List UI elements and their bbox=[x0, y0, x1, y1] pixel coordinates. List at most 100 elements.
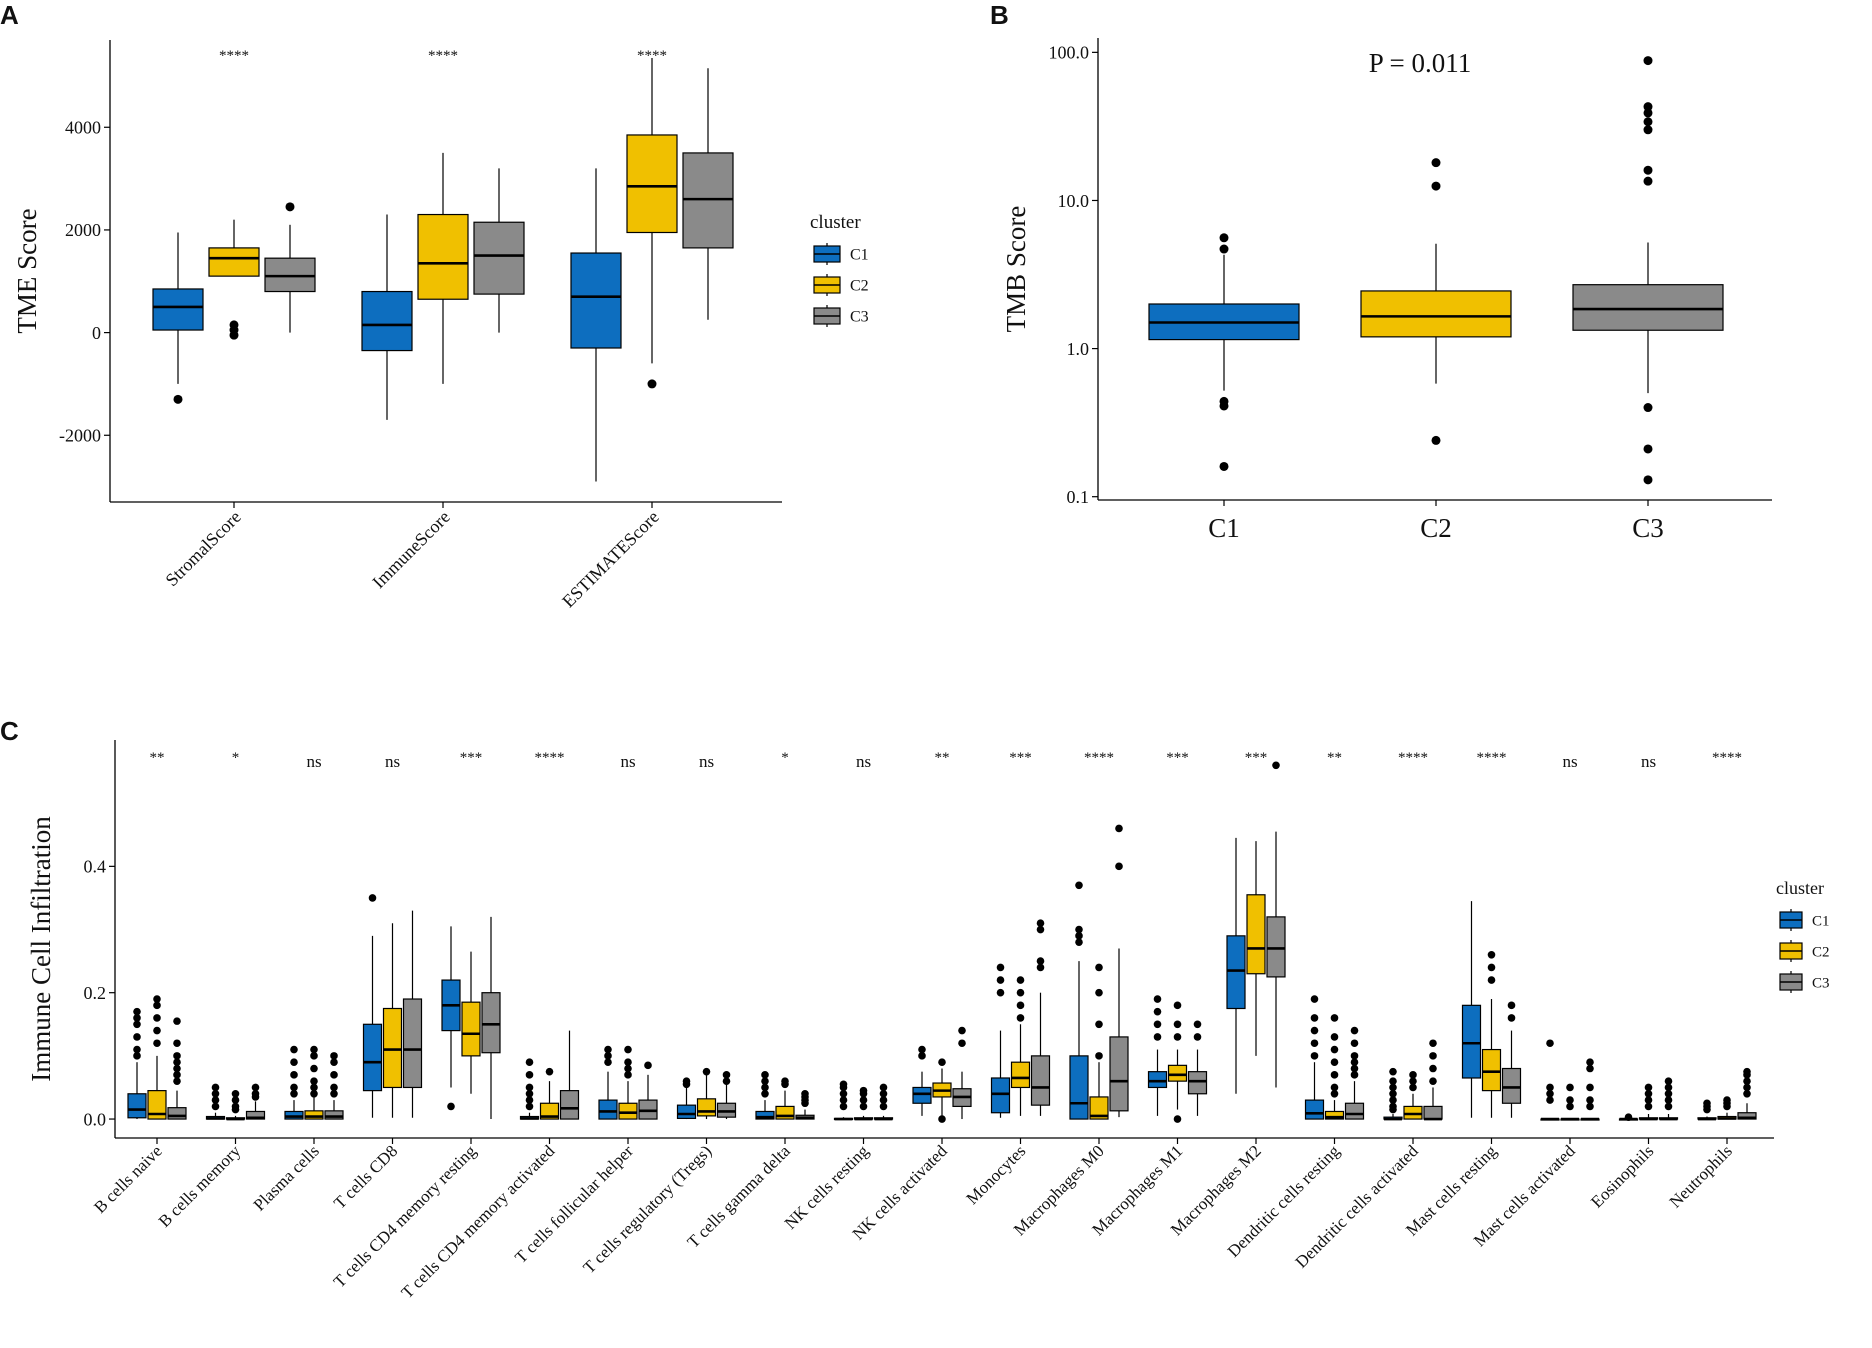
panel-c-cat18-C3-outlier-4 bbox=[1586, 1102, 1594, 1111]
panel-c-cat4-C2-box bbox=[461, 1001, 481, 1057]
panel-c-cat2-C2-outlier-4 bbox=[310, 1083, 318, 1092]
panel-a-y-tick-label-1: 0 bbox=[92, 323, 101, 343]
panel-c-cat16-C3-outlier-0 bbox=[1429, 1039, 1437, 1048]
panel-a-significance-1: **** bbox=[428, 48, 458, 64]
panel-c-cat1-C3-outlier-0 bbox=[251, 1083, 260, 1092]
panel-b-C2-box bbox=[1360, 290, 1512, 338]
panel-c-letter: C bbox=[0, 716, 19, 746]
panel-c-significance-0: ** bbox=[150, 750, 165, 766]
panel-c-significance-8: * bbox=[781, 750, 789, 766]
panel-c-cat0-C2-box bbox=[147, 1090, 167, 1120]
panel-c-x-tick-label-0: B cells naive bbox=[90, 1141, 166, 1217]
panel-a-stromalscore-C1-outlier-0 bbox=[173, 394, 183, 404]
panel-c-cat11-C1-outlier-1 bbox=[996, 976, 1005, 984]
panel-a-x-tick-label-1: ImmuneScore bbox=[368, 507, 454, 593]
panel-c-cat2-C1-outlier-2 bbox=[290, 1071, 298, 1079]
panel-c-cat19-C2-outlier-2 bbox=[1644, 1096, 1653, 1104]
panel-c-cat17-C3-box bbox=[1501, 1067, 1522, 1104]
panel-c-cat13-C1-outlier-0 bbox=[1153, 995, 1162, 1003]
panel-c-cat2-C3-outlier-1 bbox=[330, 1058, 338, 1066]
panel-c-cat6-C1-outlier-2 bbox=[604, 1058, 612, 1066]
panel-c-significance-19: ns bbox=[1641, 752, 1656, 771]
panel-c-cat6-C2-outlier-2 bbox=[624, 1064, 632, 1073]
panel-c-cat15-C1-outlier-3 bbox=[1310, 1039, 1319, 1048]
panel-c-cat9-C2-outlier-3 bbox=[859, 1102, 868, 1111]
panel-c-cat13-C1-outlier-2 bbox=[1153, 1020, 1162, 1029]
panel-a-x-tick-label-2: ESTIMATEScore bbox=[558, 507, 663, 612]
panel-c-cat0-C1-outlier-1 bbox=[133, 1014, 141, 1022]
panel-c-x-tick-label-5: T cells CD4 memory activated bbox=[398, 1141, 559, 1302]
panel-c-cat15-C3-outlier-0 bbox=[1350, 1026, 1359, 1035]
panel-c-cat2-C3-box bbox=[324, 1110, 344, 1120]
panel-c-cat9-C3-outlier-1 bbox=[879, 1089, 888, 1098]
panel-b-x-tick-label-2: C3 bbox=[1632, 513, 1664, 543]
panel-c-cat2-C1-outlier-3 bbox=[290, 1083, 298, 1092]
panel-c-cat2-C2-outlier-2 bbox=[310, 1064, 318, 1073]
panel-b-C3-outlier-0 bbox=[1643, 56, 1653, 66]
panel-c-cat16-C2-outlier-0 bbox=[1409, 1071, 1417, 1079]
panel-c-cat0-C2-outlier-4 bbox=[153, 1039, 161, 1048]
panel-c-cat10-C3-outlier-1 bbox=[958, 1039, 966, 1048]
panel-c-y-axis-label: Immune Cell Infiltration bbox=[26, 816, 56, 1082]
panel-b-x-tick-label-0: C1 bbox=[1208, 513, 1240, 543]
panel-c-cat8-C1-outlier-0 bbox=[761, 1071, 769, 1079]
panel-c-cat18-C1-outlier-2 bbox=[1546, 1089, 1554, 1098]
panel-c-cat0-C3-outlier-3 bbox=[173, 1058, 181, 1066]
panel-b-C3-outlier-8 bbox=[1643, 444, 1653, 454]
panel-c-cat13-C1-outlier-1 bbox=[1153, 1007, 1162, 1016]
panel-c-cat20-C3-outlier-1 bbox=[1743, 1071, 1751, 1079]
panel-c-cat2-C1-outlier-4 bbox=[290, 1089, 298, 1098]
panel-c-cat19-C2-outlier-1 bbox=[1644, 1089, 1653, 1098]
panel-c-cat10-C3-outlier-0 bbox=[958, 1026, 966, 1035]
panel-c-legend-label-C3: C3 bbox=[1812, 975, 1830, 991]
panel-a-stromalscore-C2-outlier-2 bbox=[229, 330, 239, 340]
panel-c-cat12-C1-outlier-1 bbox=[1075, 925, 1083, 934]
panel-c-cat9-C2-outlier-1 bbox=[859, 1089, 868, 1098]
panel-c-cat7-C1-box bbox=[676, 1104, 697, 1120]
panel-a-x-tick-label-0: StromalScore bbox=[161, 507, 244, 590]
panel-c-cat6-C1-box bbox=[598, 1099, 618, 1120]
panel-c-cat11-C3-outlier-2 bbox=[1036, 957, 1045, 965]
panel-a-legend-title: cluster bbox=[810, 212, 861, 233]
panel-c-cat2-C2-outlier-3 bbox=[310, 1077, 318, 1085]
panel-b-C3-outlier-4 bbox=[1643, 125, 1653, 135]
panel-c-x-tick-label-4: T cells CD4 memory resting bbox=[330, 1141, 480, 1291]
panel-c-cat2-C2-outlier-5 bbox=[310, 1089, 318, 1098]
panel-c-cat7-C3-outlier-0 bbox=[722, 1077, 731, 1085]
panel-b-C2-outlier-1 bbox=[1431, 181, 1441, 191]
panel-c-cat10-C2-outlier-0 bbox=[938, 1058, 946, 1066]
panel-c-cat13-C1-outlier-3 bbox=[1153, 1033, 1162, 1041]
panel-c-significance-1: * bbox=[232, 750, 240, 766]
panel-c-cat8-C1-outlier-3 bbox=[761, 1089, 769, 1098]
panel-c-cat11-C2-box bbox=[1010, 1061, 1031, 1089]
panel-c-cat0-C1-box bbox=[127, 1093, 147, 1119]
panel-c-cat8-C1-outlier-2 bbox=[761, 1083, 769, 1092]
panel-c-cat6-C2-box bbox=[618, 1102, 638, 1120]
panel-c-significance-18: ns bbox=[1562, 752, 1577, 771]
panel-c-cat9-C1-outlier-4 bbox=[839, 1102, 848, 1111]
panel-c-cat10-C1-outlier-0 bbox=[918, 1045, 926, 1054]
panel-c-cat2-C3-outlier-3 bbox=[330, 1083, 338, 1092]
panel-c-cat18-C3-outlier-3 bbox=[1586, 1096, 1594, 1104]
panel-c-significance-17: **** bbox=[1477, 750, 1507, 766]
panel-b-C1-outlier-0 bbox=[1219, 233, 1229, 243]
panel-c-y-tick-label-1: 0.2 bbox=[84, 983, 107, 1003]
panel-b-y-tick-label-2: 10.0 bbox=[1058, 191, 1090, 211]
panel-c-cat1-C2-outlier-3 bbox=[231, 1105, 240, 1114]
panel-c-x-tick-label-1: B cells memory bbox=[155, 1141, 245, 1231]
panel-c-cat0-C1-outlier-3 bbox=[133, 1033, 141, 1041]
panel-c-cat1-C3-outlier-2 bbox=[251, 1093, 260, 1101]
panel-c-cat13-C2-outlier-0 bbox=[1173, 1001, 1182, 1010]
panel-c-cat11-C1-box bbox=[990, 1077, 1011, 1114]
panel-b-y-tick-label-1: 1.0 bbox=[1067, 339, 1090, 359]
panel-c-cat16-C1-outlier-2 bbox=[1389, 1083, 1397, 1092]
panel-b-C1-outlier-4 bbox=[1219, 461, 1229, 471]
panel-c-cat15-C2-box bbox=[1324, 1110, 1345, 1120]
panel-c-cat9-C3-outlier-2 bbox=[879, 1096, 888, 1104]
panel-c-cat15-C3-outlier-3 bbox=[1350, 1058, 1359, 1066]
panel-c-cat20-C3-outlier-2 bbox=[1743, 1077, 1751, 1085]
panel-b-C3-outlier-9 bbox=[1643, 475, 1653, 485]
panel-c-cat9-C3-outlier-3 bbox=[879, 1102, 888, 1111]
